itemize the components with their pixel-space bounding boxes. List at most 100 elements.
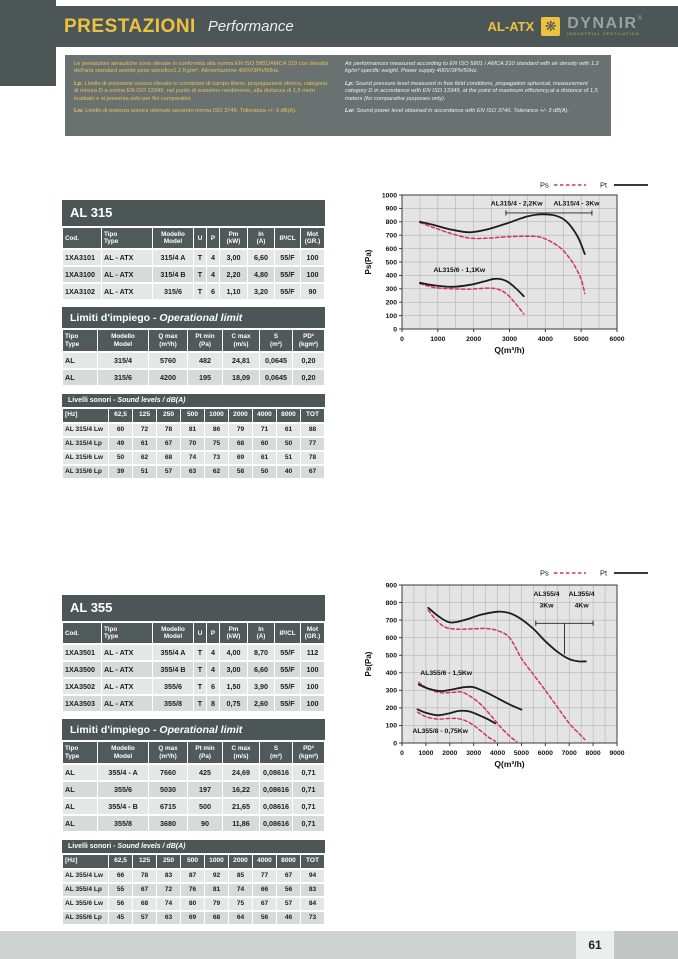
svg-text:AL355/6 - 1,5Kw: AL355/6 - 1,5Kw: [420, 670, 472, 677]
table-cell: 58: [229, 465, 252, 478]
table-cell: 3680: [149, 815, 187, 831]
table-cell: 62: [133, 451, 156, 464]
table-header-cell: S (m²): [260, 330, 292, 351]
table-cell: 67: [277, 869, 300, 882]
svg-text:0: 0: [393, 740, 397, 747]
table-header-row: Cod. Tipo Type Modello Model U P Pm (kW) In (A…: [63, 623, 324, 644]
table-header-cell: Pt min (Pa): [188, 330, 222, 351]
table-cell: 83: [157, 869, 180, 882]
table-row: AL 355/4 - B 6715 500 21,65 0,08616 0,71: [63, 798, 324, 814]
notes-english: Air performances measured according to E…: [345, 61, 602, 130]
table-row: 1XA3102 AL - ATX 315/6 T 6 1,10 3,20 55/F 90: [63, 284, 324, 300]
table-cell: AL: [63, 352, 97, 368]
table-cell: 1XA3102: [63, 284, 101, 300]
table-cell: 112: [301, 645, 324, 661]
table-cell: 63: [181, 465, 204, 478]
table-cell: 100: [301, 696, 324, 712]
table-cell: 16,22: [223, 781, 259, 797]
table-cell: AL - ATX: [102, 696, 152, 712]
table-cell: 0,71: [293, 764, 324, 780]
table-cell: 88: [301, 423, 324, 436]
svg-text:Ps(Pa): Ps(Pa): [364, 249, 373, 274]
table-cell: AL: [63, 369, 97, 385]
table-cell: 1XA3501: [63, 645, 101, 661]
table-cell: 55/F: [275, 645, 300, 661]
limits-title-bar: Limiti d'impiego - Operational limit: [62, 719, 325, 741]
table-cell: 4: [207, 645, 219, 661]
table-row: 1XA3503 AL - ATX 355/8 T 8 0,75 2,60 55/F 100: [63, 696, 324, 712]
table-header-cell: Modello Model: [98, 330, 148, 351]
svg-text:7000: 7000: [562, 750, 577, 757]
table-header-row: Tipo Type Modello Model Q max (m³/h) Pt min…: [63, 330, 324, 351]
svg-text:100: 100: [386, 723, 398, 730]
table-header-row: [Hz] 62,5 125 250 500 1000 2000 4000 8000 TOT: [63, 854, 324, 868]
al315-limits-table: Tipo Type Modello Model Q max (m³/h) Pt min…: [62, 328, 325, 386]
svg-text:3Kw: 3Kw: [540, 602, 555, 609]
notes-it-lp: Lp: Livello di pressione sonora rilevato…: [74, 81, 331, 103]
svg-text:300: 300: [386, 688, 398, 695]
svg-text:5000: 5000: [514, 750, 529, 757]
table-cell: 1XA3500: [63, 662, 101, 678]
table-header-cell: C max (m/s): [223, 330, 259, 351]
table-cell: 4: [207, 267, 219, 283]
table-cell: 2,60: [248, 696, 274, 712]
table-header-cell: In (A): [248, 228, 274, 249]
table-cell: 0,0645: [260, 369, 292, 385]
table-cell: 79: [229, 423, 252, 436]
table-cell: 355/4 A: [153, 645, 193, 661]
svg-text:0: 0: [400, 336, 404, 343]
table-cell: 61: [253, 451, 276, 464]
svg-text:0: 0: [400, 750, 404, 757]
table-cell: 18,09: [223, 369, 259, 385]
lp-label: Lp:: [345, 80, 354, 87]
table-header-cell: Pm (kW): [220, 623, 247, 644]
svg-text:800: 800: [386, 219, 398, 226]
sound-title-bar: Livelli sonori - Sound levels / dB(A): [62, 393, 325, 407]
table-cell: 3,90: [248, 679, 274, 695]
svg-text:800: 800: [386, 600, 398, 607]
table-cell: 0,71: [293, 798, 324, 814]
table-row: AL 355/6 5030 197 16,22 0,08616 0,71: [63, 781, 324, 797]
table-cell: 4: [207, 662, 219, 678]
table-row: AL 355/4 Lp 55 67 72 76 81 74 66 56 83: [63, 883, 324, 896]
table-header-cell: S (m²): [260, 742, 292, 763]
table-cell: AL 315/6 Lp: [63, 465, 108, 478]
table-cell: 80: [181, 897, 204, 910]
sound-title-it: Livelli sonori -: [68, 396, 118, 404]
notes-it-lw: Lw: Livello di potenza sonora ottenuto s…: [74, 108, 331, 115]
svg-text:400: 400: [386, 273, 398, 280]
table-cell: 425: [188, 764, 222, 780]
table-cell: AL 355/6 Lp: [63, 911, 108, 924]
notes-it-p1: Le prestazioni aerauliche sono rilevate …: [74, 61, 328, 75]
table-header-cell: Tipo Type: [63, 330, 97, 351]
table-cell: AL: [63, 781, 97, 797]
table-cell: 39: [109, 465, 132, 478]
table-cell: 85: [229, 869, 252, 882]
table-cell: 68: [157, 451, 180, 464]
table-cell: T: [194, 284, 206, 300]
table-cell: 0,08616: [260, 798, 292, 814]
sound-title-en: Sound levels / dB(A): [117, 396, 186, 404]
table-header-cell: IP/CL: [275, 623, 300, 644]
al315-models-table: Cod. Tipo Type Modello Model U P Pm (kW) In (A…: [62, 226, 325, 301]
svg-text:1000: 1000: [382, 192, 397, 199]
table-header-cell: 250: [157, 408, 180, 422]
table-cell: 100: [301, 250, 324, 266]
table-cell: 68: [133, 897, 156, 910]
table-cell: 75: [205, 437, 228, 450]
table-cell: 3,00: [220, 250, 247, 266]
table-cell: 60: [109, 423, 132, 436]
table-cell: 3,00: [220, 662, 247, 678]
table-header-cell: 4000: [253, 854, 276, 868]
section-title: AL 355: [62, 595, 325, 621]
lp-text: Livello di pressione sonora rilevato in …: [74, 80, 328, 102]
al315-performance-chart: 0 1000 2000 3000 4000 5000 6000 0 100 200 300 400 50…: [364, 181, 648, 355]
table-cell: AL 315/4 Lw: [63, 423, 108, 436]
table-cell: AL 315/6 Lw: [63, 451, 108, 464]
table-cell: 67: [133, 883, 156, 896]
table-cell: 315/4 A: [153, 250, 193, 266]
svg-text:AL315/4 - 2,2Kw: AL315/4 - 2,2Kw: [491, 200, 543, 207]
table-cell: 76: [181, 883, 204, 896]
section-al355: AL 355 Cod. Tipo Type Modello Model U P Pm (k…: [62, 595, 325, 926]
table-cell: AL - ATX: [102, 250, 152, 266]
